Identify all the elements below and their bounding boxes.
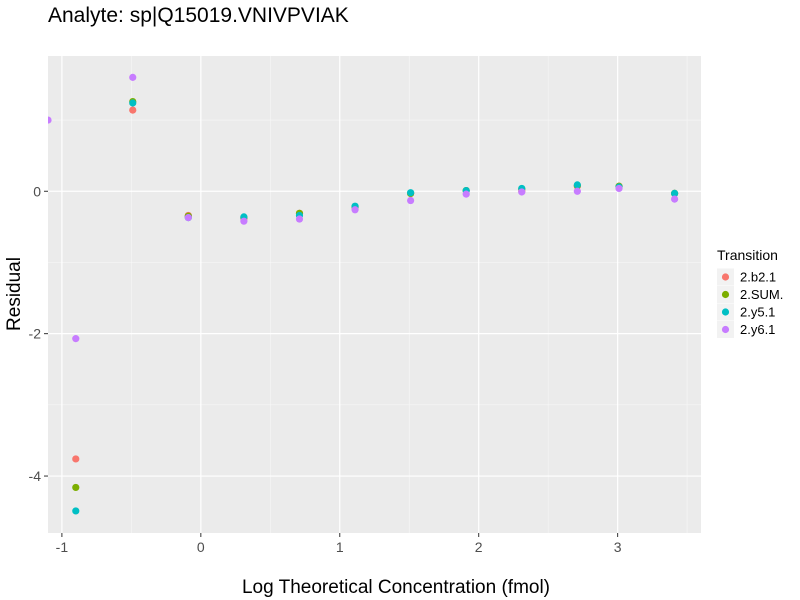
- legend-marker: [721, 325, 730, 334]
- data-point: [671, 189, 679, 198]
- x-tick-label: 3: [614, 539, 622, 555]
- data-point: [295, 215, 304, 223]
- data-point: [240, 217, 248, 225]
- data-point: [48, 116, 52, 124]
- legend-marker: [721, 290, 730, 299]
- legend-marker: [721, 273, 730, 281]
- data-point: [573, 181, 581, 189]
- x-tick-label: 0: [197, 539, 205, 555]
- data-point: [129, 106, 137, 114]
- legend: Transition 2.b2.1 2.SUM. 2.y5.1 2.y6.1: [717, 247, 783, 338]
- legend-label: 2.y5.1: [740, 305, 775, 320]
- plot-panel: [48, 56, 701, 533]
- data-point: [129, 73, 137, 81]
- x-axis-title: Log Theoretical Concentration (fmol): [242, 577, 550, 598]
- legend-label: 2.b2.1: [740, 270, 776, 285]
- y-tick-label: -4: [29, 468, 42, 484]
- data-point: [72, 455, 80, 463]
- y-axis-title: Residual: [4, 257, 25, 331]
- y-tick-label: 0: [33, 183, 41, 199]
- legend-marker: [721, 308, 730, 316]
- x-tick-label: -1: [56, 539, 69, 555]
- data-point: [573, 187, 581, 195]
- data-point: [407, 189, 415, 197]
- major-gridlines: [48, 56, 701, 533]
- data-point: [671, 195, 679, 203]
- data-point: [72, 483, 80, 492]
- data-point: [407, 196, 415, 205]
- data-point: [518, 188, 526, 196]
- data-point: [462, 190, 470, 198]
- data-point: [72, 335, 80, 343]
- legend-title: Transition: [717, 247, 778, 263]
- x-tick-label: 1: [336, 539, 344, 555]
- data-point: [184, 214, 192, 222]
- data-point: [351, 206, 359, 214]
- data-point: [129, 99, 137, 107]
- x-tick-label: 2: [475, 539, 483, 555]
- data-points: [48, 73, 679, 515]
- data-point: [615, 184, 623, 193]
- legend-label: 2.SUM.: [740, 287, 783, 302]
- chart-title: Analyte: sp|Q15019.VNIVPVIAK: [48, 4, 349, 27]
- minor-gridlines: [48, 56, 701, 533]
- x-axis-ticks: -1 0 1 2 3: [56, 533, 622, 555]
- legend-label: 2.y6.1: [740, 322, 775, 337]
- y-axis-ticks: -4 -2 0: [29, 183, 48, 484]
- data-point: [72, 507, 80, 515]
- y-tick-label: -2: [29, 326, 42, 342]
